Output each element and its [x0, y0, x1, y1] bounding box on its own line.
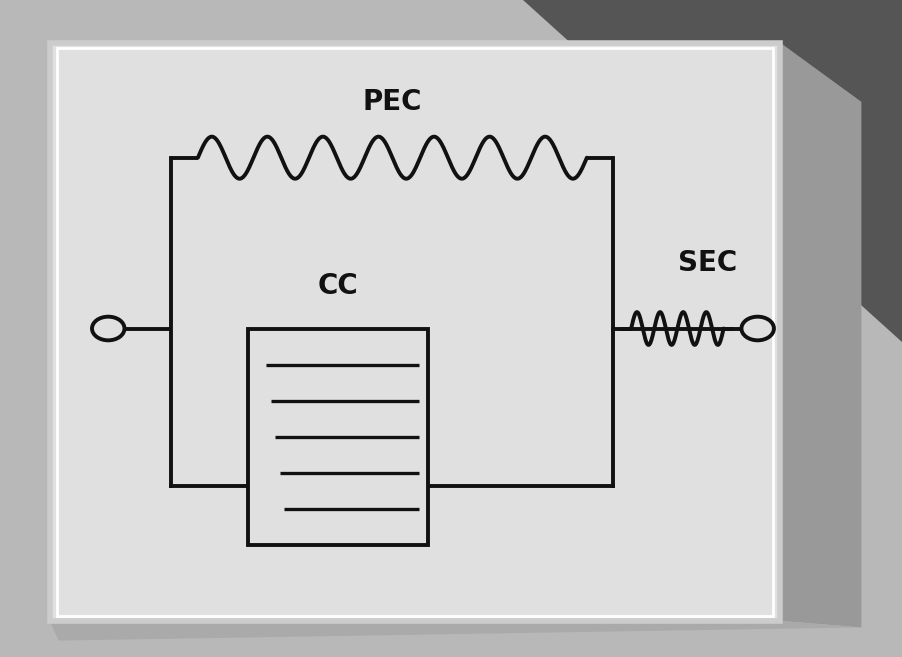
- Text: PEC: PEC: [363, 88, 422, 116]
- Text: SEC: SEC: [678, 249, 738, 277]
- Text: CC: CC: [318, 272, 359, 300]
- Bar: [50, 43, 780, 621]
- Polygon shape: [523, 0, 902, 342]
- Polygon shape: [780, 43, 861, 627]
- Bar: [57, 48, 773, 616]
- Polygon shape: [50, 621, 861, 641]
- Circle shape: [92, 317, 124, 340]
- Circle shape: [741, 317, 774, 340]
- Bar: [248, 328, 428, 545]
